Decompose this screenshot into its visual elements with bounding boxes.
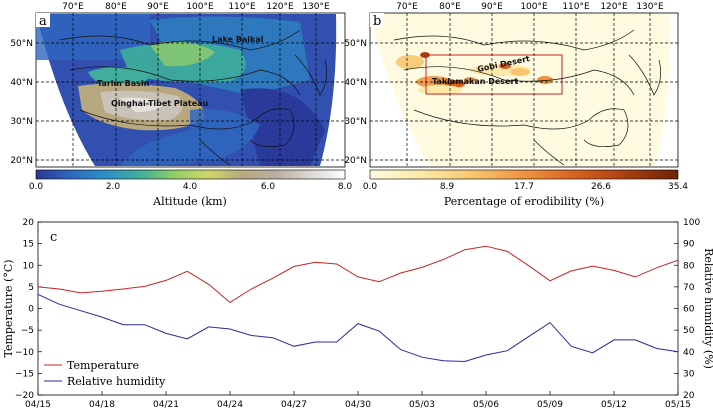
panel-a-colorbar bbox=[35, 169, 346, 180]
panel-b-colorbar-tick: 0.0 bbox=[363, 182, 378, 192]
right-axis: 100 90 80 70 60 50 40 30 20 bbox=[674, 218, 700, 401]
right-axis-tick-label: 80 bbox=[683, 261, 695, 271]
panel-a-colorbar-tick: 4.0 bbox=[183, 182, 198, 192]
x-axis-tick-label: 05/09 bbox=[537, 400, 563, 409]
panel-a-letter: a bbox=[39, 14, 47, 29]
panel-a-colorbar-label: Altitude (km) bbox=[152, 195, 227, 208]
y-left-axis-label: Temperature (°C) bbox=[2, 259, 15, 357]
panel-c-letter: c bbox=[50, 230, 57, 245]
panel-b-lon-label: 120°E bbox=[600, 2, 628, 12]
qinghai-tibet-plateau-label: Qinghai-Tibet Plateau bbox=[111, 99, 209, 108]
y-right-axis-label: Relative humidity (%) bbox=[702, 248, 713, 369]
panel-a-colorbar-tick: 0.0 bbox=[29, 182, 44, 192]
panel-a-lat-label: 20°N bbox=[10, 156, 33, 166]
right-axis-tick-label: 40 bbox=[683, 348, 695, 358]
x-axis-tick-label: 05/06 bbox=[473, 400, 499, 409]
series-layer bbox=[37, 245, 679, 363]
panel-a-lon-label: 90°E bbox=[147, 2, 169, 12]
panel-b-lon-label: 130°E bbox=[636, 2, 664, 12]
panel-a-lon-label: 130°E bbox=[302, 2, 330, 12]
x-axis: 04/15 04/18 04/21 04/24 04/27 04/30 05/03 05/06… bbox=[25, 391, 691, 409]
legend: Temperature Relative humidity bbox=[44, 359, 166, 388]
panel-b-letter: b bbox=[373, 14, 381, 29]
left-axis-tick-label: 0 bbox=[28, 305, 34, 315]
right-axis-tick-label: 30 bbox=[683, 369, 695, 379]
erodibility-field bbox=[370, 13, 678, 167]
legend-label-relative-humidity: Relative humidity bbox=[67, 375, 166, 388]
panel-a-colorbar-tick: 6.0 bbox=[261, 182, 276, 192]
x-axis-tick-label: 04/18 bbox=[89, 400, 115, 409]
panel-b-lat-label: 20°N bbox=[344, 156, 367, 166]
right-axis-tick-label: 70 bbox=[683, 283, 695, 293]
panel-a-lon-label: 80°E bbox=[105, 2, 127, 12]
panel-b-lon-label: 110°E bbox=[562, 2, 590, 12]
panel-a-colorbar-tick: 8.0 bbox=[338, 182, 353, 192]
x-axis-tick-label: 04/30 bbox=[345, 400, 371, 409]
x-axis-tick-label: 05/12 bbox=[601, 400, 627, 409]
panel-b-colorbar-tick: 8.9 bbox=[440, 182, 455, 192]
panel-a-lon-label: 110°E bbox=[228, 2, 256, 12]
x-axis-tick-label: 04/21 bbox=[153, 400, 179, 409]
panel-b-lat-label: 40°N bbox=[344, 78, 367, 88]
left-axis-tick-label: −20 bbox=[15, 391, 34, 401]
left-axis-tick-label: −15 bbox=[15, 369, 34, 379]
tarim-basin-label: Tarim Basin bbox=[97, 79, 150, 88]
x-axis-tick-label: 04/24 bbox=[217, 400, 243, 409]
panel-b-lon-label: 70°E bbox=[396, 2, 418, 12]
lake-baikal-label: Lake Baikal bbox=[212, 35, 264, 44]
panel-b-lon-label: 80°E bbox=[439, 2, 461, 12]
left-axis-tick-label: 15 bbox=[23, 240, 34, 250]
taklamakan-desert-label: Taklamakan Desert bbox=[432, 77, 518, 86]
panel-a-lon-label: 100°E bbox=[186, 2, 214, 12]
panel-a-lon-label: 120°E bbox=[266, 2, 294, 12]
x-axis-tick-label: 05/15 bbox=[665, 400, 691, 409]
x-axis-tick-label: 04/15 bbox=[25, 400, 51, 409]
panel-b-lat-label: 30°N bbox=[344, 117, 367, 127]
panel-b-colorbar-tick: 17.7 bbox=[514, 182, 534, 192]
right-axis-tick-label: 100 bbox=[683, 218, 700, 228]
panel-a-colorbar-tick: 2.0 bbox=[106, 182, 121, 192]
panel-a-lat-label: 50°N bbox=[10, 39, 33, 49]
altitude-field bbox=[36, 13, 345, 167]
x-axis-tick-label: 05/03 bbox=[409, 400, 435, 409]
panel-b-graticule bbox=[370, 13, 678, 167]
x-axis-tick-label: 04/27 bbox=[281, 400, 307, 409]
panel-a-map: a 70°E 80°E 90°E 100°E 110°E 120°E 130°E… bbox=[10, 2, 352, 208]
panel-b-lon-label: 90°E bbox=[481, 2, 503, 12]
left-axis-tick-label: 5 bbox=[28, 283, 34, 293]
panel-b-colorbar bbox=[369, 169, 679, 180]
right-axis-tick-label: 50 bbox=[683, 326, 695, 336]
panel-b-colorbar-tick: 35.4 bbox=[668, 182, 688, 192]
series-line-temperature bbox=[37, 245, 679, 304]
panel-a-lon-label: 70°E bbox=[62, 2, 84, 12]
panel-b-map: b 70°E 80°E 90°E 100°E 110°E 120°E 130°E… bbox=[344, 2, 688, 208]
panel-b-colorbar-tick: 26.6 bbox=[591, 182, 611, 192]
left-axis-tick-label: −10 bbox=[15, 348, 34, 358]
panel-b-lat-label: 50°N bbox=[344, 39, 367, 49]
panel-a-lat-label: 40°N bbox=[10, 78, 33, 88]
right-axis-tick-label: 90 bbox=[683, 240, 695, 250]
left-axis-tick-label: 20 bbox=[23, 218, 35, 228]
panel-a-graticule bbox=[36, 13, 345, 167]
panel-b-lon-label: 100°E bbox=[520, 2, 548, 12]
panel-b-colorbar-label: Percentage of erodibility (%) bbox=[444, 195, 604, 208]
left-axis-tick-label: 10 bbox=[23, 261, 35, 271]
series-line-relative-humidity bbox=[37, 293, 679, 363]
right-axis-tick-label: 60 bbox=[683, 305, 695, 315]
legend-label-temperature: Temperature bbox=[67, 359, 139, 372]
panel-a-lat-label: 30°N bbox=[10, 117, 33, 127]
right-axis-tick-label: 20 bbox=[683, 391, 695, 401]
left-axis-tick-label: −5 bbox=[21, 326, 34, 336]
